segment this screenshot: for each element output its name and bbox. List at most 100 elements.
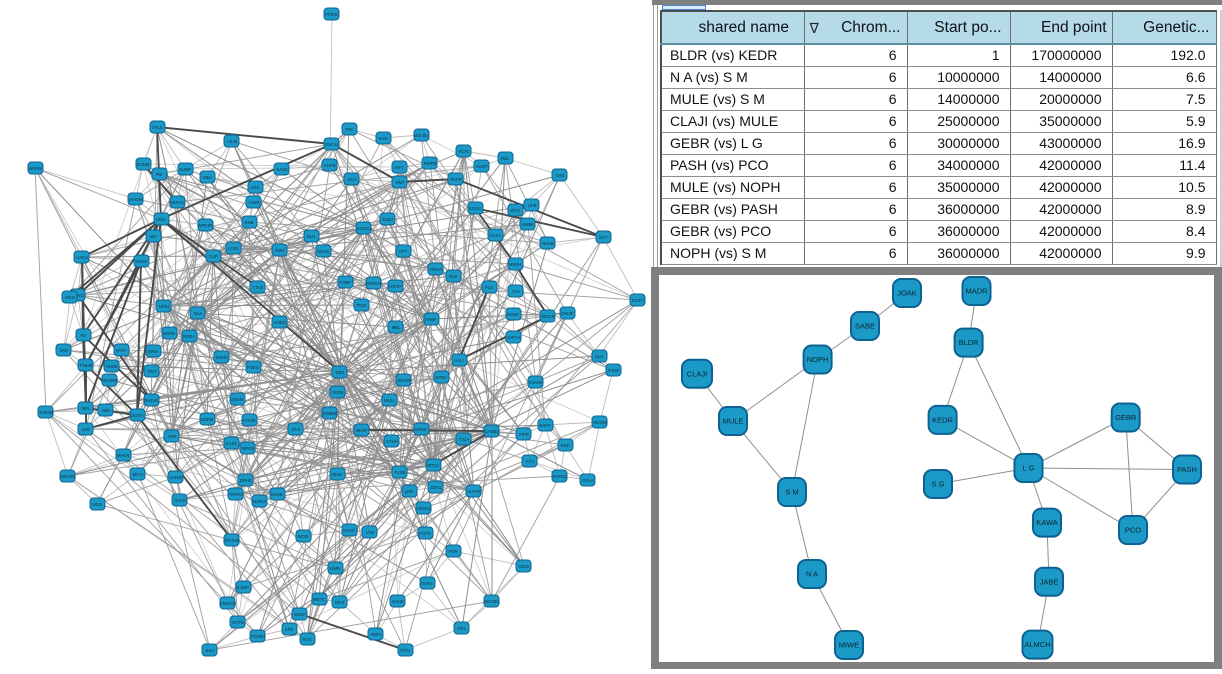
svg-text:KEDR: KEDR (932, 416, 953, 425)
svg-text:BHM: BHM (332, 472, 342, 477)
svg-text:PLD: PLD (485, 285, 493, 290)
svg-text:PMOUT: PMOUT (366, 281, 382, 286)
svg-text:LIFB: LIFB (528, 203, 537, 208)
svg-text:KJWP: KJWP (237, 585, 249, 590)
svg-text:JTTO: JTTO (400, 648, 411, 653)
svg-text:OSEO: OSEO (274, 320, 287, 325)
svg-text:CABBS: CABBS (485, 429, 499, 434)
svg-text:EKA: EKA (206, 648, 215, 653)
svg-text:WKAPM: WKAPM (60, 474, 76, 479)
svg-text:WMGS: WMGS (417, 506, 431, 511)
svg-text:FPST: FPST (116, 348, 127, 353)
svg-text:OGITA: OGITA (131, 413, 144, 418)
svg-text:CUP: CUP (209, 254, 218, 259)
svg-text:PKL: PKL (458, 626, 467, 631)
svg-text:FIPD: FIPD (519, 432, 529, 437)
svg-text:L G: L G (1023, 464, 1035, 473)
svg-text:ALMCH: ALMCH (1024, 640, 1050, 649)
svg-text:RKPR: RKPR (450, 177, 462, 182)
svg-text:GOUM: GOUM (242, 418, 256, 423)
svg-text:MTBJ: MTBJ (436, 375, 447, 380)
svg-text:ULO: ULO (595, 354, 604, 359)
svg-text:KMWCD: KMWCD (220, 601, 236, 606)
svg-text:MIWE: MIWE (839, 641, 859, 650)
svg-text:MDLP: MDLP (294, 612, 306, 617)
svg-text:JFSJE: JFSJE (607, 368, 620, 373)
svg-text:FBI: FBI (156, 172, 163, 177)
svg-text:NAA: NAA (194, 311, 203, 316)
svg-text:DWJK: DWJK (216, 355, 228, 360)
svg-text:INNH: INNH (148, 349, 158, 354)
svg-text:HHBF: HHBF (425, 317, 437, 322)
svg-text:BKGF: BKGF (356, 428, 368, 433)
svg-text:DOTUE: DOTUE (225, 538, 240, 543)
svg-text:MULE: MULE (723, 417, 744, 426)
svg-text:NUDE: NUDE (106, 364, 118, 369)
svg-text:OACR: OACR (174, 498, 186, 503)
svg-text:OUNBW: OUNBW (102, 378, 118, 383)
svg-text:WSRE: WSRE (163, 331, 176, 336)
svg-text:LHNW: LHNW (170, 475, 182, 480)
svg-text:LJLM: LJLM (227, 139, 238, 144)
svg-text:GEBR: GEBR (1115, 413, 1137, 422)
svg-text:PASH: PASH (1177, 465, 1197, 474)
svg-text:ALFHK: ALFHK (467, 489, 481, 494)
svg-text:PMT: PMT (148, 369, 157, 374)
svg-text:FBIL: FBIL (501, 156, 511, 161)
svg-text:ADG: ADG (250, 185, 259, 190)
svg-text:SUNR: SUNR (179, 167, 191, 172)
svg-text:RHFG: RHFG (421, 581, 433, 586)
svg-text:ODRE: ODRE (332, 390, 344, 395)
svg-text:WTU: WTU (510, 208, 520, 213)
svg-text:S G: S G (932, 480, 945, 489)
svg-text:MREH: MREH (509, 262, 521, 267)
svg-text:POR: POR (448, 549, 457, 554)
svg-text:JLTT: JLTT (598, 235, 608, 240)
svg-text:N A: N A (806, 570, 818, 579)
svg-text:RMO: RMO (275, 248, 286, 253)
svg-text:CLAJI: CLAJI (687, 369, 707, 378)
svg-text:MFAJ: MFAJ (133, 472, 144, 477)
svg-text:HCH: HCH (347, 177, 356, 182)
svg-text:SAJM: SAJM (225, 441, 237, 446)
svg-text:WCRM: WCRM (593, 420, 607, 425)
svg-text:LTW: LTW (366, 530, 375, 535)
svg-text:MSBK: MSBK (522, 222, 534, 227)
svg-text:UIWS: UIWS (249, 200, 260, 205)
svg-text:GRSM: GRSM (231, 397, 244, 402)
svg-text:DBG: DBG (335, 370, 344, 375)
svg-text:UALI: UALI (454, 358, 463, 363)
svg-text:SAB: SAB (556, 173, 565, 178)
svg-text:NFBJ: NFBJ (159, 304, 169, 309)
svg-text:S M: S M (785, 488, 798, 497)
svg-text:RSE: RSE (561, 443, 570, 448)
svg-text:MUHOJ: MUHOJ (71, 293, 86, 298)
svg-text:WSTEG: WSTEG (484, 599, 499, 604)
svg-text:FGEU: FGEU (247, 365, 259, 370)
svg-text:KAWA: KAWA (1036, 518, 1058, 527)
svg-text:BLDR: BLDR (959, 338, 980, 347)
svg-text:BAFS: BAFS (540, 423, 551, 428)
svg-text:TTGII: TTGII (253, 285, 264, 290)
svg-text:JABE: JABE (1040, 577, 1059, 586)
svg-text:OBU: OBU (202, 175, 211, 180)
svg-text:TPJS: TPJS (356, 303, 366, 308)
svg-text:WDTC: WDTC (313, 597, 326, 602)
svg-text:SABE: SABE (855, 322, 875, 331)
svg-text:UDI: UDI (149, 234, 156, 239)
svg-text:WCO: WCO (65, 295, 76, 300)
svg-text:CKNG: CKNG (343, 528, 355, 533)
svg-text:PJAHK: PJAHK (529, 380, 543, 385)
svg-text:TOMF: TOMF (339, 280, 351, 285)
svg-text:FLNB: FLNB (395, 470, 406, 475)
svg-text:OFLH: OFLH (582, 478, 593, 483)
svg-text:EKHB: EKHB (271, 492, 283, 497)
svg-text:GITFE: GITFE (232, 620, 245, 625)
svg-text:DNLR: DNLR (561, 311, 572, 316)
svg-text:OWBBB: OWBBB (322, 411, 338, 416)
svg-text:RWPB: RWPB (424, 161, 437, 166)
svg-text:TJGA: TJGA (459, 437, 470, 442)
svg-text:ANP: ANP (168, 434, 177, 439)
svg-text:RAN: RAN (379, 136, 388, 141)
svg-text:FOHEA: FOHEA (251, 634, 266, 639)
